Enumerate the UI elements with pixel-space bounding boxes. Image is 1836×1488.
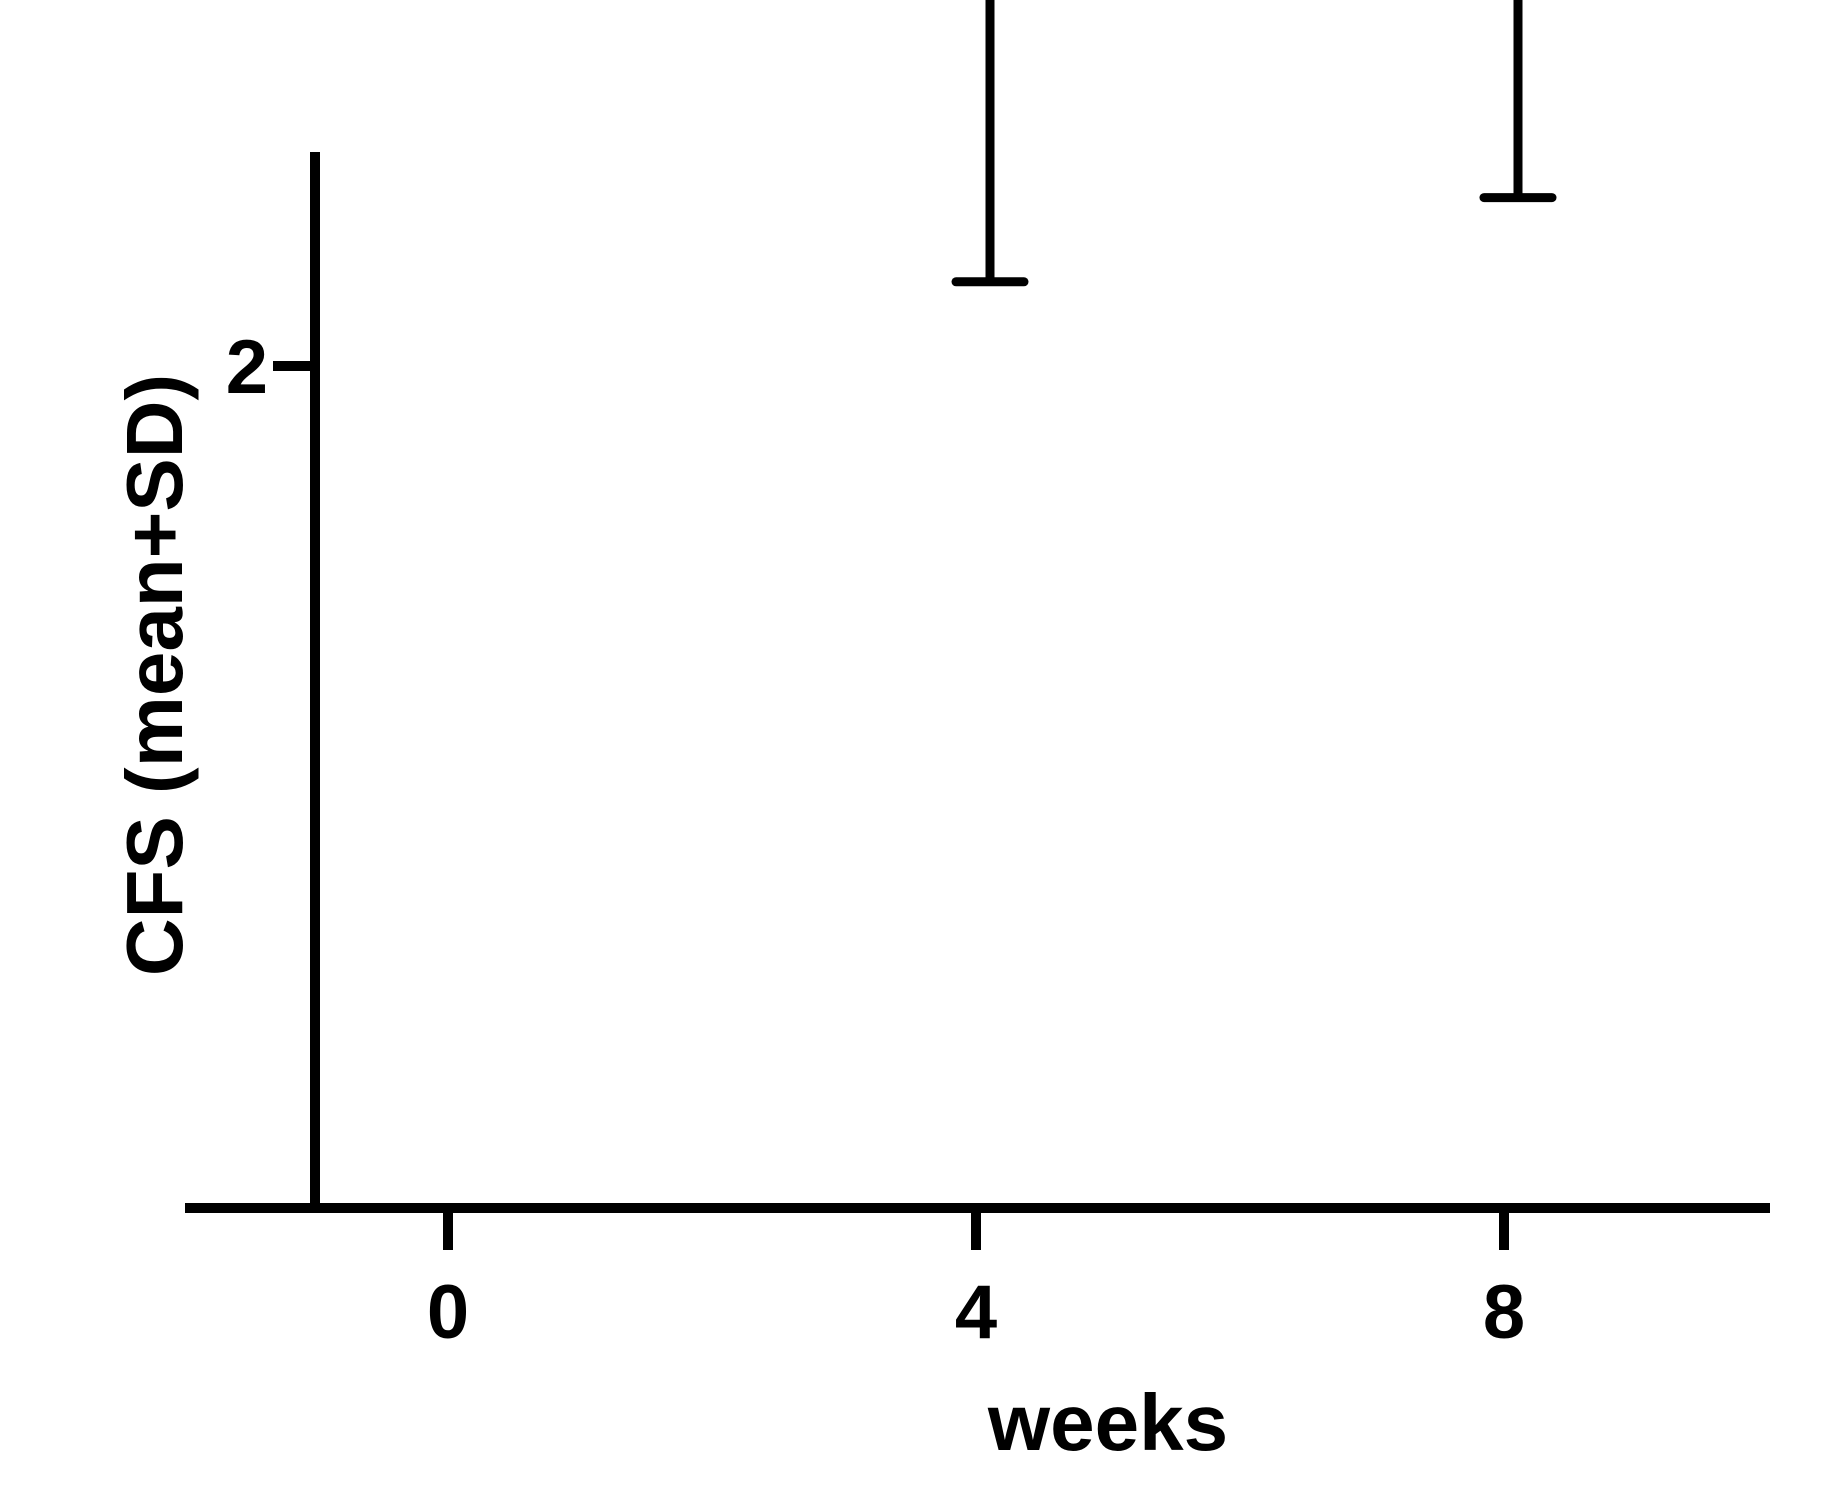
y-axis-title: CFS (mean+SD) xyxy=(110,374,199,976)
x-axis: 0 4 8 xyxy=(185,1203,1770,1355)
x-tick-label: 0 xyxy=(427,1270,469,1355)
x-axis-title: weeks xyxy=(987,1378,1228,1467)
x-tick-label: 8 xyxy=(1483,1270,1525,1355)
y-tick-label: 2 xyxy=(226,325,268,410)
x-tick-label: 4 xyxy=(955,1270,997,1355)
series-2 xyxy=(951,0,1557,287)
y-axis: 24 xyxy=(226,152,320,1208)
plot-area xyxy=(951,0,1557,287)
